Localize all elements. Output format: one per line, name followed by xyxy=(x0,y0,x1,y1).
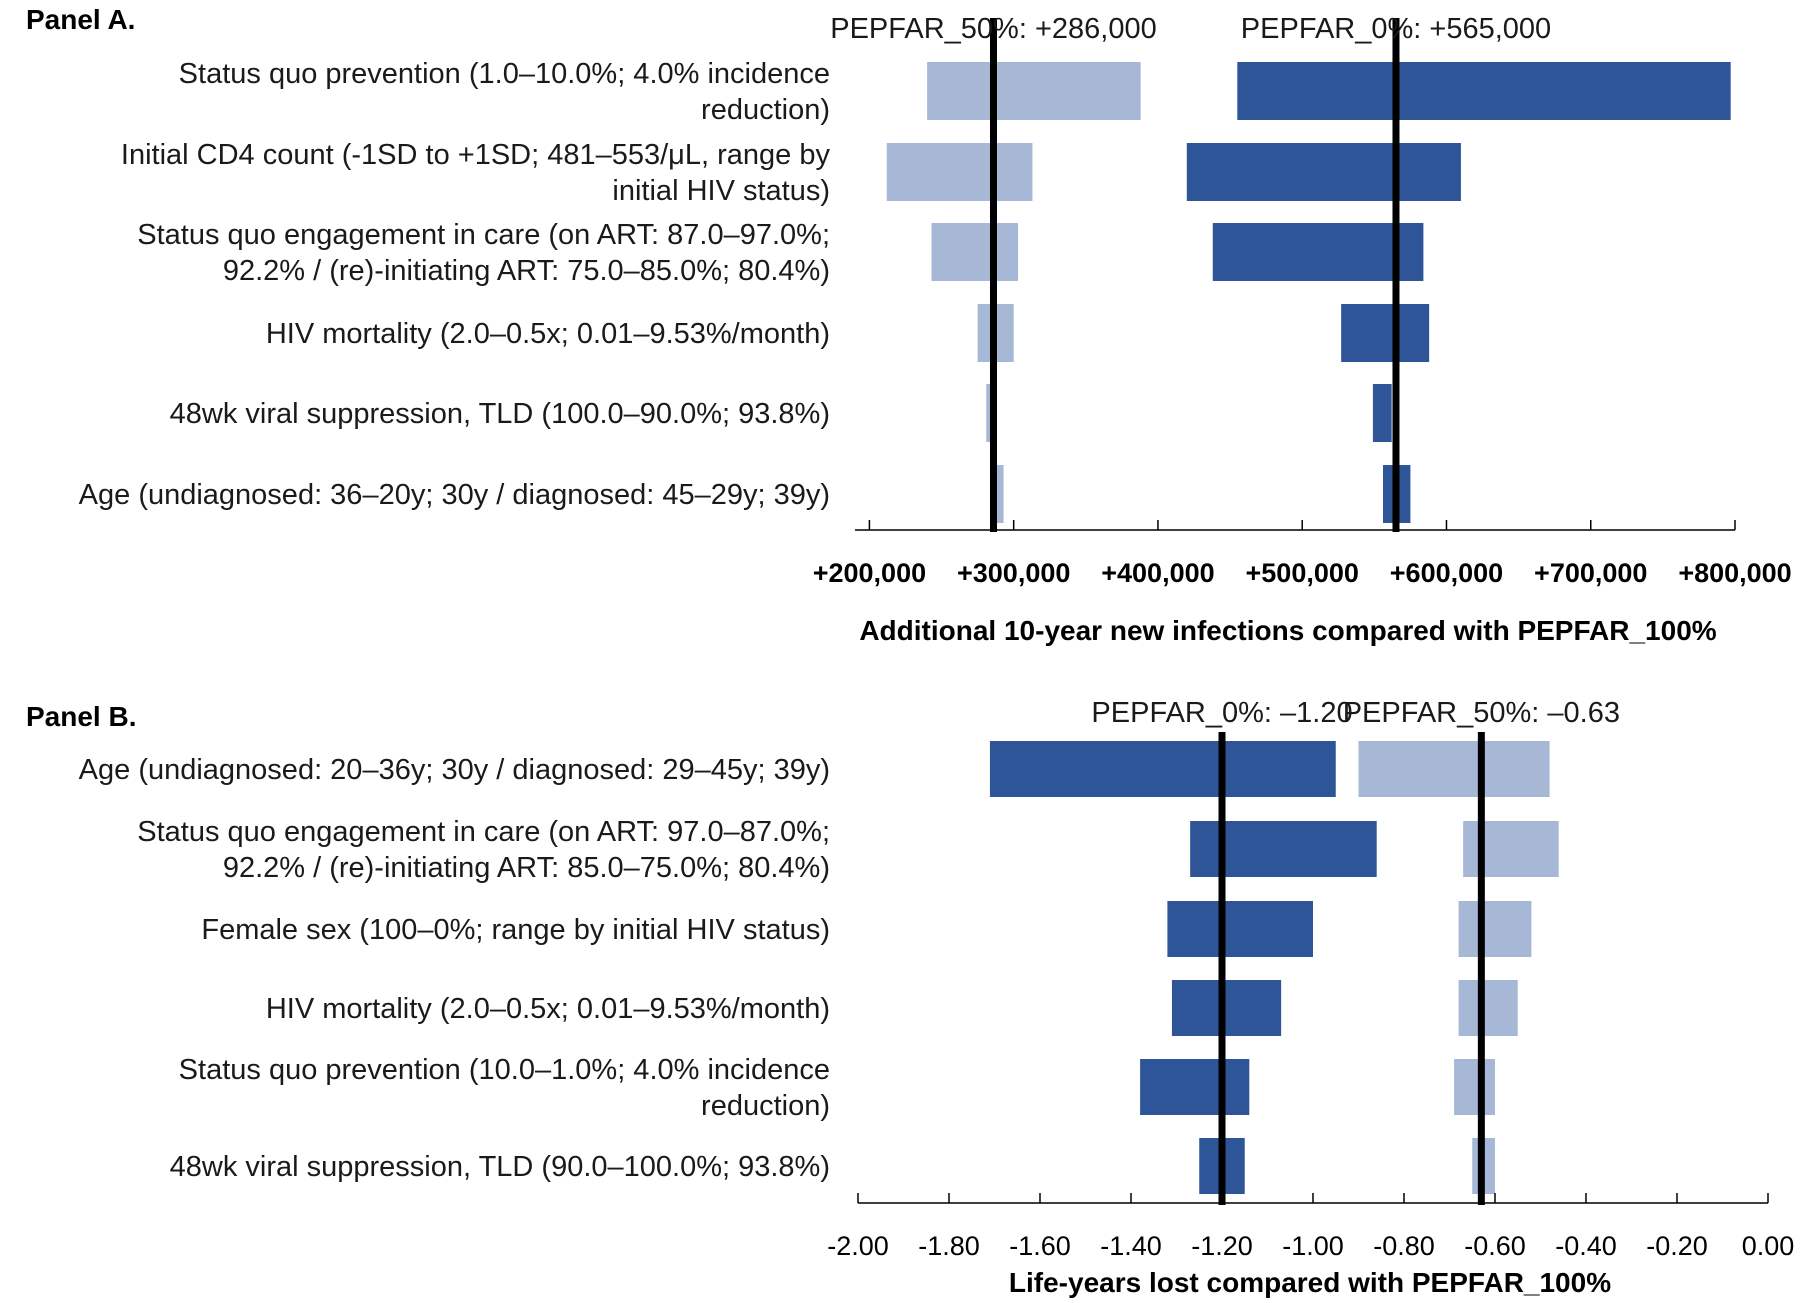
panel-a-bar-pepfar50-3 xyxy=(931,223,1019,281)
panel-a-category-label-3-line-1: Status quo engagement in care (on ART: 8… xyxy=(137,219,830,251)
panel-b-bar-pepfar50-5 xyxy=(1454,1059,1495,1115)
panel-a-x-axis: +200,000 +300,000 +400,000 +500,000 +600,000… xyxy=(813,520,1792,588)
panel-b-tick-label-7: -0.80 xyxy=(1373,1231,1435,1261)
panel-a-tick-label-7: +800,000 xyxy=(1678,558,1791,588)
panel-b-bar-pepfar0-3 xyxy=(1167,901,1313,957)
panel-b-reference-label-2: PEPFAR_50%: –0.63 xyxy=(1343,697,1620,729)
panel-a-bar-pepfar0-2 xyxy=(1186,143,1461,201)
panel-b-tick-label-6: -1.00 xyxy=(1282,1231,1344,1261)
panel-a-bars xyxy=(886,62,1731,523)
panel-b-bar-pepfar0-1 xyxy=(989,741,1336,797)
panel-b-category-label-3: Female sex (100–0%; range by initial HIV… xyxy=(201,914,830,946)
panel-b-category-label-5-line-2: reduction) xyxy=(701,1090,830,1122)
panel-b-tick-label-3: -1.60 xyxy=(1009,1231,1071,1261)
panel-a-tick-label-2: +300,000 xyxy=(957,558,1070,588)
panel-a-bar-pepfar50-2 xyxy=(886,143,1033,201)
panel-b-tick-label-5: -1.20 xyxy=(1191,1231,1253,1261)
panel-a-reference-lines: PEPFAR_50%: +286,000 PEPFAR_0%: +565,000 xyxy=(830,13,1551,532)
panel-a-category-label-2-line-2: initial HIV status) xyxy=(612,175,830,207)
panel-a-tick-label-5: +600,000 xyxy=(1390,558,1503,588)
panel-b-category-labels: Age (undiagnosed: 20–36y; 30y / diagnose… xyxy=(79,754,830,1183)
panel-a-bar-pepfar0-1 xyxy=(1237,62,1731,120)
panel-b-x-axis: -2.00 -1.80 -1.60 -1.40 -1.20 -1.00 -0.80 -0.60… xyxy=(827,1193,1794,1261)
panel-b-tick-label-1: -2.00 xyxy=(827,1231,889,1261)
panel-a-bar-pepfar50-1 xyxy=(927,62,1141,120)
panel-b-category-label-6: 48wk viral suppression, TLD (90.0–100.0%… xyxy=(170,1151,830,1183)
panel-b-category-label-4: HIV mortality (2.0–0.5x; 0.01–9.53%/mont… xyxy=(266,993,830,1025)
panel-b-category-label-2-line-2: 92.2% / (re)-initiating ART: 85.0–75.0%;… xyxy=(223,852,830,884)
panel-b-bar-pepfar0-5 xyxy=(1140,1059,1250,1115)
panel-a-bar-pepfar50-5 xyxy=(986,384,993,442)
panel-a: Panel A. PEPFAR_50%: +286,000 PEPFAR_0%: … xyxy=(26,4,1792,646)
panel-b-bar-pepfar50-4 xyxy=(1458,980,1518,1036)
panel-a-x-axis-title: Additional 10-year new infections compar… xyxy=(859,615,1716,646)
panel-b-tick-label-10: -0.20 xyxy=(1646,1231,1708,1261)
panel-b-x-axis-title: Life-years lost compared with PEPFAR_100… xyxy=(1009,1267,1611,1298)
panel-b-category-label-2-line-1: Status quo engagement in care (on ART: 9… xyxy=(137,816,830,848)
panel-b-bar-pepfar50-1 xyxy=(1358,741,1550,797)
panel-b-reference-label-1: PEPFAR_0%: –1.20 xyxy=(1091,697,1352,729)
panel-a-bar-pepfar0-4 xyxy=(1341,304,1430,362)
panel-b-category-label-5-line-1: Status quo prevention (10.0–1.0%; 4.0% i… xyxy=(179,1054,830,1086)
panel-b-bar-pepfar50-2 xyxy=(1463,821,1559,877)
panel-a-category-label-1-line-2: reduction) xyxy=(701,94,830,126)
panel-b-tick-label-9: -0.40 xyxy=(1555,1231,1617,1261)
panel-b-tick-label-11: 0.00 xyxy=(1742,1231,1795,1261)
panel-a-category-labels: Status quo prevention (1.0–10.0%; 4.0% i… xyxy=(79,58,831,511)
panel-b-bar-pepfar0-2 xyxy=(1190,821,1377,877)
panel-a-category-label-1-line-1: Status quo prevention (1.0–10.0%; 4.0% i… xyxy=(179,58,830,90)
panel-b-tick-label-8: -0.60 xyxy=(1464,1231,1526,1261)
panel-b-bars xyxy=(989,741,1559,1194)
panel-a-reference-label-1: PEPFAR_50%: +286,000 xyxy=(830,13,1156,45)
panel-a-category-label-5: 48wk viral suppression, TLD (100.0–90.0%… xyxy=(170,398,830,430)
panel-a-category-label-6: Age (undiagnosed: 36–20y; 30y / diagnose… xyxy=(79,479,830,511)
panel-a-bar-pepfar0-3 xyxy=(1212,223,1424,281)
panel-b-category-label-1: Age (undiagnosed: 20–36y; 30y / diagnose… xyxy=(79,754,830,786)
panel-b-bar-pepfar50-3 xyxy=(1458,901,1532,957)
panel-a-tick-label-6: +700,000 xyxy=(1534,558,1647,588)
panel-a-tick-label-3: +400,000 xyxy=(1101,558,1214,588)
panel-a-bar-pepfar0-5 xyxy=(1372,384,1392,442)
panel-b-title: Panel B. xyxy=(26,701,136,732)
panel-a-tick-label-4: +500,000 xyxy=(1246,558,1359,588)
panel-b-tick-label-4: -1.40 xyxy=(1100,1231,1162,1261)
panel-a-category-label-4: HIV mortality (2.0–0.5x; 0.01–9.53%/mont… xyxy=(266,318,830,350)
panel-b-bar-pepfar0-4 xyxy=(1171,980,1282,1036)
panel-a-category-label-3-line-2: 92.2% / (re)-initiating ART: 75.0–85.0%;… xyxy=(223,255,830,287)
panel-a-tick-label-1: +200,000 xyxy=(813,558,926,588)
panel-a-reference-label-2: PEPFAR_0%: +565,000 xyxy=(1241,13,1551,45)
panel-b-tick-label-2: -1.80 xyxy=(918,1231,980,1261)
panel-a-title: Panel A. xyxy=(26,4,135,35)
panel-a-category-label-2-line-1: Initial CD4 count (-1SD to +1SD; 481–553… xyxy=(121,139,831,171)
